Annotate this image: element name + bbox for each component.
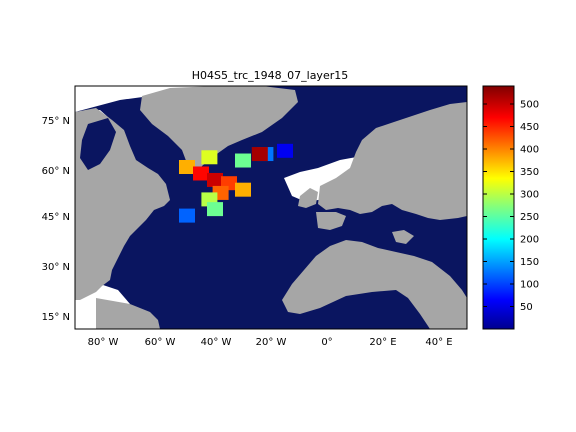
lat-tick-label-0: 75° N xyxy=(42,116,70,127)
lat-tick-label-4: 15° N xyxy=(42,312,70,323)
figure-title: H04S5_trc_1948_07_layer15 xyxy=(192,69,348,82)
heat-cell-11 xyxy=(277,143,293,158)
colorbar-tick-label-8: 450 xyxy=(520,122,539,133)
lat-tick-label-2: 45° N xyxy=(42,212,70,223)
lon-tick-label-3: 20° W xyxy=(256,337,287,348)
heat-cell-2 xyxy=(193,166,209,181)
land-british-isles xyxy=(298,188,318,208)
colorbar-tick-label-3: 200 xyxy=(520,235,539,246)
colorbar-tick-label-5: 300 xyxy=(520,190,539,201)
hudson-bay xyxy=(80,118,116,170)
map-plot: 75° N 60° N 45° N 30° N 15° N 80° W 60° … xyxy=(42,85,468,348)
land-iberia xyxy=(316,212,346,230)
land-africa xyxy=(282,240,467,329)
colorbar-tick-label-2: 150 xyxy=(520,257,539,268)
lon-tick-label-5: 20° E xyxy=(369,337,396,348)
land-eurasia xyxy=(318,102,467,220)
land-central-america xyxy=(96,298,160,329)
lon-axis: 80° W 60° W 40° W 20° W 0° 20° E 40° E xyxy=(88,337,453,348)
heat-cell-1 xyxy=(179,160,195,174)
lon-tick-label-6: 40° E xyxy=(425,337,452,348)
heat-cell-3 xyxy=(207,172,223,187)
heat-cell-8 xyxy=(207,202,223,217)
colorbar-ticks: 50 100 150 200 250 300 350 400 450 500 xyxy=(483,100,539,313)
colorbar-tick-label-0: 50 xyxy=(520,302,533,313)
heat-cell-9 xyxy=(235,153,251,168)
lat-tick-label-3: 30° N xyxy=(42,262,70,273)
colorbar: 50 100 150 200 250 300 350 400 450 500 xyxy=(482,85,539,330)
land-italy-balkans xyxy=(392,230,414,244)
land-masses xyxy=(75,86,467,329)
heat-cell-5 xyxy=(235,182,251,197)
map-frame xyxy=(74,85,468,330)
lon-tick-label-2: 40° W xyxy=(201,337,232,348)
lat-axis: 75° N 60° N 45° N 30° N 15° N xyxy=(42,116,70,323)
colorbar-tick-label-6: 350 xyxy=(520,167,539,178)
colorbar-gradient xyxy=(482,85,515,330)
colorbar-tick-label-1: 100 xyxy=(520,280,539,291)
heatmap-cells xyxy=(179,143,293,223)
land-greenland xyxy=(140,86,298,178)
lon-tick-label-1: 60° W xyxy=(145,337,176,348)
lon-tick-label-4: 0° xyxy=(321,337,332,348)
lon-tick-label-0: 80° W xyxy=(88,337,119,348)
colorbar-tick-label-4: 250 xyxy=(520,212,539,223)
lat-tick-label-1: 60° N xyxy=(42,166,70,177)
heat-cell-13 xyxy=(179,208,195,223)
heat-cell-12 xyxy=(251,147,268,162)
heat-cell-0 xyxy=(201,150,218,165)
colorbar-tick-label-7: 400 xyxy=(520,145,539,156)
colorbar-tick-label-9: 500 xyxy=(520,100,539,111)
